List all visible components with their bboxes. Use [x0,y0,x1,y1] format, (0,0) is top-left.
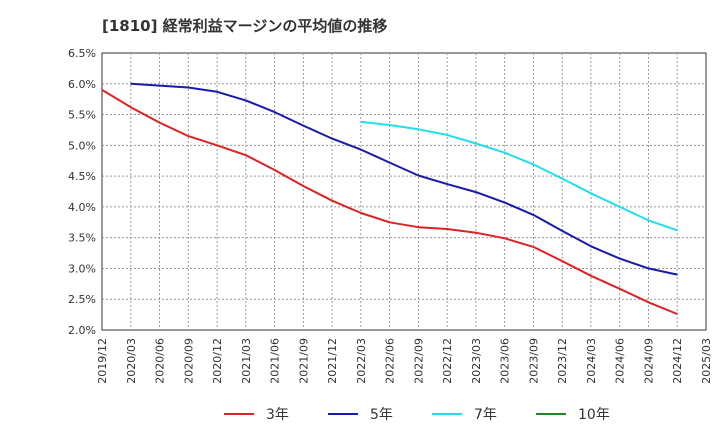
data-point [446,183,448,185]
data-point [561,230,563,232]
x-tick-label: 2023/09 [527,338,540,384]
y-tick-label: 2.0% [68,324,96,337]
x-tick-label: 2023/12 [556,338,569,384]
data-point [187,86,189,88]
x-tick-label: 2024/03 [585,338,598,384]
x-tick-label: 2021/12 [326,338,339,384]
grid [102,53,706,330]
data-point [504,152,506,154]
data-point [532,163,534,165]
data-point [331,138,333,140]
data-point [475,191,477,193]
data-point [101,89,103,91]
data-point [619,258,621,260]
data-point [647,219,649,221]
data-point [619,206,621,208]
x-tick-label: 2022/12 [441,338,454,384]
data-point [274,169,276,171]
data-point [274,111,276,113]
data-point [446,134,448,136]
data-point [647,301,649,303]
data-point [159,122,161,124]
data-point [302,185,304,187]
y-tick-label: 4.5% [68,170,96,183]
x-tick-label: 2021/06 [269,338,282,384]
data-point [532,214,534,216]
y-tick-label: 3.0% [68,262,96,275]
series-line-5年 [130,82,678,276]
legend-label: 10年 [578,407,610,423]
data-point [504,237,506,239]
x-tick-label: 2020/03 [125,338,138,384]
data-point [331,200,333,202]
data-point [417,174,419,176]
y-tick-label: 2.5% [68,293,96,306]
data-point [504,202,506,204]
x-tick-label: 2023/03 [470,338,483,384]
x-tick-label: 2020/06 [154,338,167,384]
data-point [619,288,621,290]
data-point [159,85,161,87]
data-point [676,274,678,276]
data-point [389,221,391,223]
x-tick-label: 2020/12 [211,338,224,384]
data-point [561,178,563,180]
data-point [446,228,448,230]
x-tick-label: 2023/06 [499,338,512,384]
data-point [245,154,247,156]
legend-label: 5年 [370,407,393,423]
chart-title: [1810] 経常利益マージンの平均値の推移 [102,17,387,35]
plot-area [101,52,707,331]
data-point [676,229,678,231]
y-tick-label: 5.5% [68,109,96,122]
data-point [360,212,362,214]
data-point [245,99,247,101]
data-point [216,144,218,146]
legend: 3年 5年 7年 10年 [224,407,610,423]
legend-label: 7年 [474,407,497,423]
series-line-7年 [360,120,678,232]
data-point [590,245,592,247]
x-tick-label: 2022/06 [384,338,397,384]
data-point [561,260,563,262]
series-lines [101,82,678,315]
data-point [590,275,592,277]
x-tick-label: 2024/06 [614,338,627,384]
y-tick-label: 5.0% [68,139,96,152]
data-point [676,313,678,315]
data-point [130,106,132,108]
data-point [590,192,592,194]
x-tick-label: 2022/03 [355,338,368,384]
data-point [302,125,304,127]
data-point [475,232,477,234]
y-tick-label: 6.0% [68,78,96,91]
data-point [417,128,419,130]
data-point [389,162,391,164]
x-tick-label: 2024/09 [642,338,655,384]
x-tick-label: 2019/12 [96,338,109,384]
data-point [417,226,419,228]
x-axis: 2019/12 2020/03 2020/06 2020/09 2020/12 2021/… [96,338,713,384]
data-point [532,246,534,248]
data-point [187,135,189,137]
x-tick-label: 2025/03 [700,338,713,384]
y-tick-label: 3.5% [68,232,96,245]
x-tick-label: 2020/09 [182,338,195,384]
data-point [647,267,649,269]
data-point [389,124,391,126]
data-point [475,142,477,144]
data-point [130,83,132,85]
data-point [216,91,218,93]
data-point [360,149,362,151]
data-point [360,121,362,123]
legend-label: 3年 [266,407,289,423]
x-tick-label: 2021/09 [297,338,310,384]
x-tick-label: 2021/03 [240,338,253,384]
y-tick-label: 6.5% [68,47,96,60]
y-tick-label: 4.0% [68,201,96,214]
y-axis: 2.0% 2.5% 3.0% 3.5% 4.0% 4.5% 5.0% 5.5% 6.0% 6.5% [68,47,96,337]
x-tick-label: 2024/12 [671,338,684,384]
x-tick-label: 2022/09 [412,338,425,384]
